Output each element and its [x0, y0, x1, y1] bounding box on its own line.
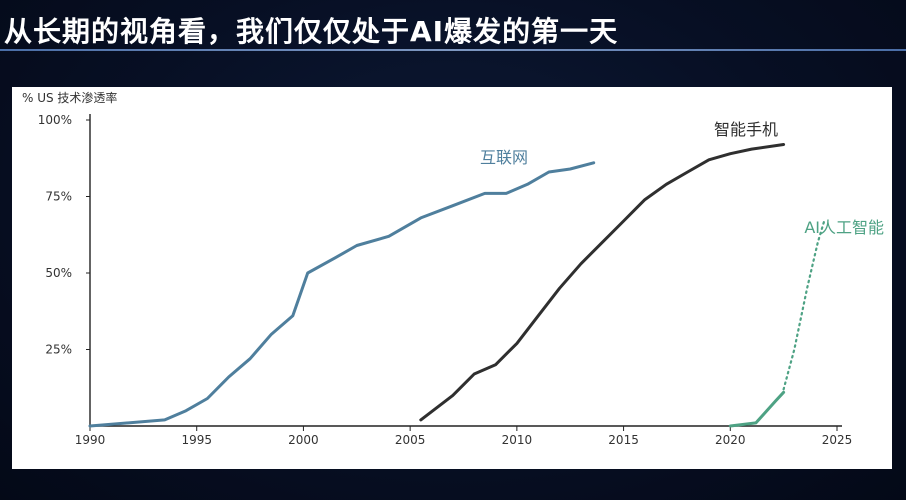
x-tick-label: 2020 [715, 433, 746, 447]
labels-layer: 互联网 智能手机 AI人工智能 [480, 120, 884, 237]
series-layer [88, 143, 826, 428]
penetration-chart: % US 技术渗透率 1990 1995 2000 2005 2010 2015 2020 2… [22, 90, 884, 447]
series-label-2: AI人工智能 [804, 218, 884, 237]
series-line-0 [88, 161, 596, 428]
x-tick-label: 2005 [395, 433, 426, 447]
x-tick-label: 2025 [822, 433, 853, 447]
y-tick-label: 25% [45, 343, 72, 357]
y-tick-label: 50% [45, 266, 72, 280]
y-tick-label: 100% [38, 113, 72, 127]
series-label-0: 互联网 [480, 148, 528, 167]
chart-panel: % US 技术渗透率 1990 1995 2000 2005 2010 2015 2020 2… [12, 87, 892, 469]
x-tick-label: 2015 [608, 433, 639, 447]
y-axis-label: % US 技术渗透率 [22, 90, 117, 105]
title-underline [0, 49, 906, 51]
x-tick-label: 2010 [502, 433, 533, 447]
x-tick-label: 1995 [181, 433, 212, 447]
axes: 1990 1995 2000 2005 2010 2015 2020 2025 25% 50% 75… [38, 113, 853, 447]
series-line-3 [782, 219, 826, 391]
series-line-1 [419, 143, 786, 422]
y-tick-label: 75% [45, 190, 72, 204]
x-tick-label: 1990 [75, 433, 106, 447]
series-line-2 [728, 390, 786, 428]
x-tick-label: 2000 [288, 433, 319, 447]
series-label-1: 智能手机 [714, 120, 778, 139]
slide-title: 从长期的视角看，我们仅仅处于AI爆发的第一天 [4, 15, 619, 48]
